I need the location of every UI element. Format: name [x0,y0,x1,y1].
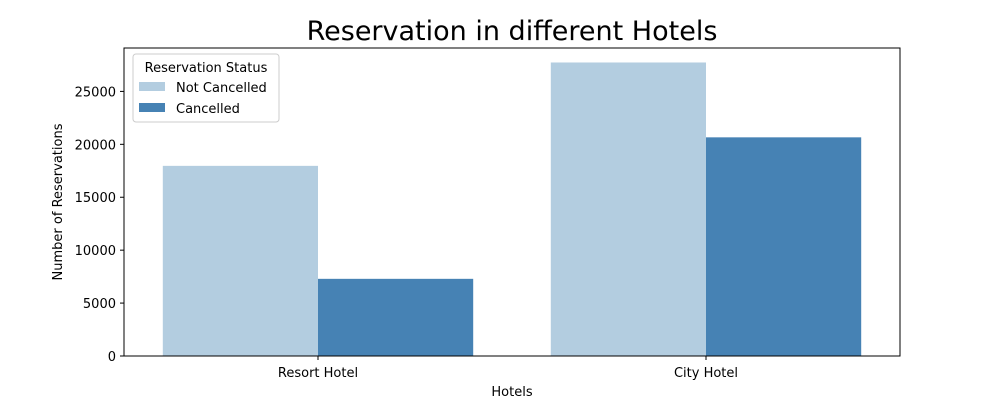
y-axis-label: Number of Reservations [51,123,66,280]
x-axis: Resort Hotel City Hotel [278,356,738,381]
y-tick-label-0: 0 [108,350,116,365]
legend: Reservation Status Not Cancelled Cancell… [132,53,280,123]
legend-label-cancelled: Cancelled [176,102,240,117]
bars-layer [162,62,862,357]
y-axis: 0 5000 10000 15000 20000 25000 [75,85,124,365]
legend-title: Reservation Status [145,61,268,76]
y-tick-label-15000: 15000 [75,191,116,206]
legend-swatch-cancelled [139,103,165,112]
bar-resort-hotel-not-cancelled [162,165,318,356]
bar-city-hotel-cancelled [706,137,862,356]
legend-label-not-cancelled: Not Cancelled [176,81,267,96]
bar-resort-hotel-cancelled [318,278,474,356]
y-tick-label-20000: 20000 [75,138,116,153]
y-tick-label-25000: 25000 [75,85,116,100]
x-tick-label-resort-hotel: Resort Hotel [278,366,358,381]
bar-city-hotel-not-cancelled [550,62,706,357]
y-tick-label-5000: 5000 [83,297,116,312]
legend-box [132,53,280,123]
y-tick-label-10000: 10000 [75,244,116,259]
x-tick-label-city-hotel: City Hotel [674,366,738,381]
chart-title: Reservation in different Hotels [307,16,718,47]
plot-frame [123,47,901,357]
x-axis-label: Hotels [491,385,532,400]
legend-swatch-not-cancelled [139,82,165,91]
